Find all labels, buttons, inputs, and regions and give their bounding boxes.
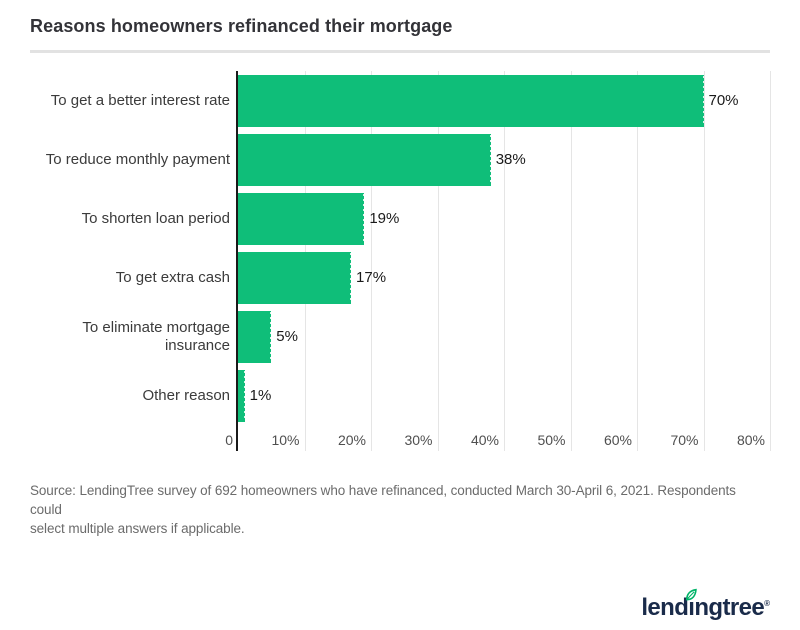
bar-chart: To get a better interest rate To reduce … [30,71,771,455]
x-axis-tick: 50% [537,432,566,448]
logo-text-lend: lend [641,594,689,621]
category-labels-column: To get a better interest rate To reduce … [30,71,238,455]
gridline [437,71,439,451]
bar-row: 19% [238,189,770,248]
x-axis-tick: 20% [337,432,366,448]
category-label: To get a better interest rate [50,91,230,109]
gridline [703,71,705,451]
x-axis-tick: 30% [404,432,433,448]
x-axis-tick: 10% [271,432,300,448]
gridline [504,71,505,451]
x-axis-tick: 0 [225,432,233,448]
category-label: To shorten loan period [81,209,230,227]
bar-value-label: 70% [708,92,739,109]
bar [238,192,365,245]
x-axis-tick: 40% [470,432,499,448]
bar-value-label: 5% [276,328,298,345]
bar [238,74,704,127]
bar-row: 1% [238,366,770,425]
x-axis-tick: 60% [603,432,632,448]
x-axis: 0 10% 20% 30% 40% 50% 60% 70% 80% [225,425,770,455]
gridline [371,71,372,451]
bar [238,133,491,186]
x-axis-tick: 80% [736,432,765,448]
lendingtree-logo: lend ıngtree® [641,584,770,620]
footer: lend ıngtree® [30,584,770,620]
gridline [570,71,572,451]
source-note-line1: Source: LendingTree survey of 692 homeow… [30,483,736,517]
bar [238,369,245,422]
bar-row: 17% [238,248,770,307]
x-axis-tick: 70% [670,432,699,448]
leaf-icon [684,583,698,601]
category-label: To eliminate mortgage insurance [82,319,230,354]
page-title: Reasons homeowners refinanced their mort… [30,16,453,36]
bar-value-label: 38% [495,151,526,168]
bar-value-label: 19% [369,210,400,227]
bar-row: 70% [238,71,770,130]
bar-row: 38% [238,130,770,189]
bar [238,310,272,363]
source-note-line2: select multiple answers if applicable. [30,521,245,536]
y-axis-line [236,71,238,451]
category-label: To get extra cash [115,268,230,286]
bar-value-label: 1% [249,387,272,404]
registered-mark: ® [764,599,770,608]
gridline [770,71,771,451]
bar-value-label: 17% [356,269,387,286]
gridline [637,71,638,451]
category-label: To reduce monthly payment [45,150,230,168]
source-note: Source: LendingTree survey of 692 homeow… [30,481,770,538]
bar [238,251,352,304]
logo-text-ngtree: ngtree [694,594,765,621]
plot-area: 70% 38% 19% 17% 5% 1% [225,71,771,455]
logo-letter-i: ı [686,588,698,620]
category-label: Other reason [142,386,230,404]
bar-row: 5% [238,307,770,366]
title-divider [30,50,770,53]
